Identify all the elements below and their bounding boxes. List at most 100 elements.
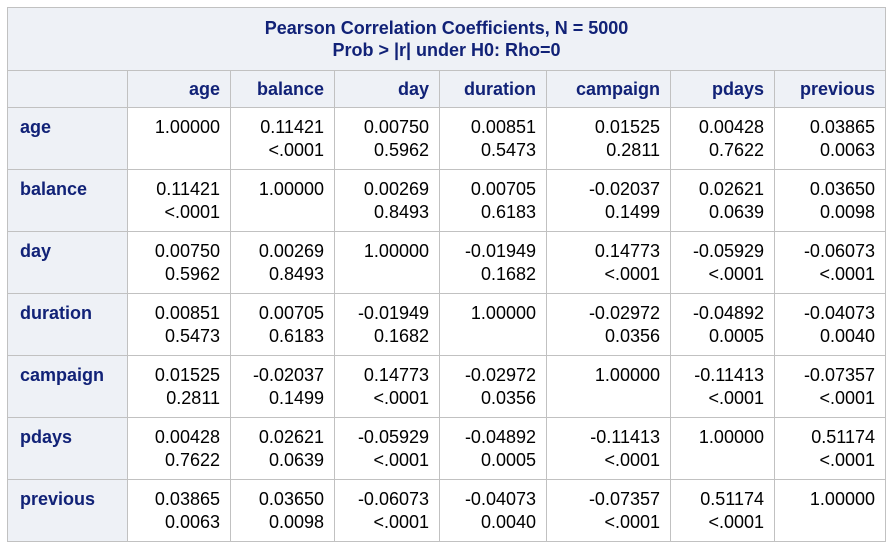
correlation-cell: -0.06073 <.0001 [774,231,886,294]
table-row: campaign 0.01525 0.2811 -0.02037 0.1499 0.147… [7,355,886,418]
table-row: age 1.00000 0.11421 <.0001 0.00750 0.5962 0.00… [7,107,886,170]
correlation-coefficient: -0.04892 [464,427,536,447]
correlation-coefficient: -0.01949 [464,241,536,261]
row-header-previous: previous [7,479,128,542]
p-value: 0.0639 [708,202,764,222]
correlation-coefficient: -0.01949 [357,303,429,323]
p-value: <.0001 [708,264,764,284]
correlation-coefficient: -0.04892 [692,303,764,323]
p-value: 0.0098 [268,512,324,532]
correlation-cell: 0.00851 0.5473 [439,107,547,170]
correlation-cell: 0.03650 0.0098 [774,169,886,232]
correlation-coefficient: 0.11421 [156,179,220,199]
row-header-balance: balance [7,169,128,232]
correlation-cell: 1.00000 [670,417,775,480]
p-value: 0.2811 [166,388,220,408]
column-header-day: day [334,70,440,108]
p-value: 0.0005 [708,326,764,346]
table-row: balance 0.11421 <.0001 1.00000 0.00269 0.8493… [7,169,886,232]
p-value: 0.6183 [268,326,324,346]
p-value: <.0001 [604,450,660,470]
correlation-cell: -0.11413 <.0001 [670,355,775,418]
p-value: <.0001 [373,512,429,532]
correlation-coefficient: 0.00851 [470,117,536,137]
p-value: 0.0040 [480,512,536,532]
correlation-coefficient: 0.14773 [594,241,660,261]
p-value: 0.5962 [373,140,429,160]
p-value: 0.1499 [268,388,324,408]
column-header-previous: previous [774,70,886,108]
p-value: 0.8493 [268,264,324,284]
correlation-coefficient: 1.00000 [698,427,764,447]
correlation-coefficient: 1.00000 [470,303,536,323]
correlation-coefficient: -0.11413 [590,427,660,447]
p-value: 0.2811 [606,140,660,160]
correlation-coefficient: 0.02621 [698,179,764,199]
p-value: 0.5473 [480,140,536,160]
correlation-coefficient: -0.06073 [803,241,875,261]
correlation-coefficient: -0.02037 [588,179,660,199]
correlation-cell: 0.00750 0.5962 [334,107,440,170]
correlation-coefficient: 0.00750 [363,117,429,137]
correlation-coefficient: 0.11421 [260,117,324,137]
correlation-cell: 0.11421 <.0001 [230,107,335,170]
correlation-coefficient: 0.00269 [363,179,429,199]
correlation-coefficient: 0.03650 [809,179,875,199]
p-value: 0.0005 [480,450,536,470]
correlation-table-container: Pearson Correlation Coefficients, N = 50… [7,7,886,542]
correlation-coefficient: -0.06073 [357,489,429,509]
p-value: <.0001 [164,202,220,222]
correlation-coefficient: 0.00851 [154,303,220,323]
p-value: <.0001 [819,264,875,284]
p-value: 0.0063 [819,140,875,160]
correlation-cell: 0.00750 0.5962 [127,231,231,294]
p-value: <.0001 [819,450,875,470]
correlation-coefficient: -0.07357 [803,365,875,385]
correlation-cell: 0.03650 0.0098 [230,479,335,542]
correlation-cell: 1.00000 [439,293,547,356]
correlation-cell: 0.00428 0.7622 [670,107,775,170]
p-value: <.0001 [604,264,660,284]
correlation-coefficient: -0.02037 [252,365,324,385]
column-header-pdays: pdays [670,70,775,108]
correlation-cell: -0.01949 0.1682 [334,293,440,356]
correlation-cell: -0.04892 0.0005 [439,417,547,480]
p-value: 0.7622 [708,140,764,160]
correlation-cell: 1.00000 [334,231,440,294]
table-row: pdays 0.00428 0.7622 0.02621 0.0639 -0.05929 <… [7,417,886,480]
correlation-coefficient: 0.01525 [154,365,220,385]
title-line-2: Prob > |r| under H0: Rho=0 [332,40,561,60]
p-value: 0.0063 [164,512,220,532]
row-header-day: day [7,231,128,294]
p-value: 0.1682 [480,264,536,284]
p-value: <.0001 [268,140,324,160]
correlation-cell: 0.14773 <.0001 [546,231,671,294]
correlation-coefficient: 0.51174 [811,427,875,447]
correlation-cell: -0.05929 <.0001 [334,417,440,480]
correlation-cell: -0.04892 0.0005 [670,293,775,356]
p-value: 0.0098 [819,202,875,222]
correlation-cell: 0.00851 0.5473 [127,293,231,356]
column-header-duration: duration [439,70,547,108]
correlation-cell: 1.00000 [230,169,335,232]
row-header-age: age [7,107,128,170]
correlation-cell: 0.02621 0.0639 [670,169,775,232]
p-value: 0.6183 [480,202,536,222]
correlation-cell: -0.02972 0.0356 [546,293,671,356]
correlation-cell: -0.02972 0.0356 [439,355,547,418]
correlation-cell: -0.05929 <.0001 [670,231,775,294]
p-value: 0.1499 [604,202,660,222]
correlation-coefficient: 0.01525 [594,117,660,137]
correlation-coefficient: 0.00428 [154,427,220,447]
p-value: <.0001 [708,388,764,408]
correlation-coefficient: 1.00000 [594,365,660,385]
correlation-coefficient: -0.05929 [692,241,764,261]
correlation-coefficient: -0.11413 [694,365,764,385]
correlation-coefficient: -0.02972 [464,365,536,385]
p-value: <.0001 [604,512,660,532]
table-title: Pearson Correlation Coefficients, N = 50… [7,7,886,71]
p-value: 0.7622 [164,450,220,470]
p-value: 0.5473 [164,326,220,346]
table-body: age 1.00000 0.11421 <.0001 0.00750 0.5962 0.00… [7,107,886,542]
p-value: 0.0356 [480,388,536,408]
